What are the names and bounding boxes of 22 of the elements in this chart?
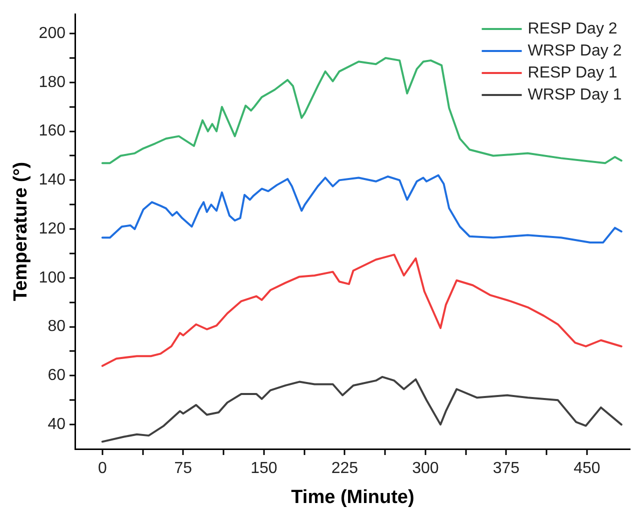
y-tick-label: 80 [48, 318, 66, 336]
x-tick-label: 375 [492, 460, 520, 478]
x-tick-label: 150 [250, 460, 278, 478]
y-tick-label: 40 [48, 416, 66, 433]
legend-label: WRSP Day 1 [528, 86, 622, 104]
y-tick-label: 120 [38, 220, 66, 238]
y-tick-label: 160 [38, 122, 66, 140]
y-tick-label: 140 [38, 172, 66, 189]
x-tick-label: 225 [331, 460, 358, 478]
y-tick-label: 180 [38, 74, 66, 91]
x-tick-label: 0 [98, 460, 107, 478]
y-tick-label: 200 [38, 24, 66, 42]
x-tick-label: 300 [412, 460, 439, 478]
x-tick-label: 75 [174, 460, 192, 478]
x-axis-title: Time (Minute) [291, 486, 414, 508]
legend-label: RESP Day 2 [528, 20, 618, 38]
legend-label: RESP Day 1 [528, 64, 618, 82]
x-tick-label: 450 [574, 460, 600, 478]
legend-label: WRSP Day 2 [528, 42, 622, 60]
y-axis-title: Temperature (°) [10, 162, 32, 302]
y-tick-label: 100 [38, 269, 66, 286]
y-tick-label: 60 [48, 367, 66, 384]
